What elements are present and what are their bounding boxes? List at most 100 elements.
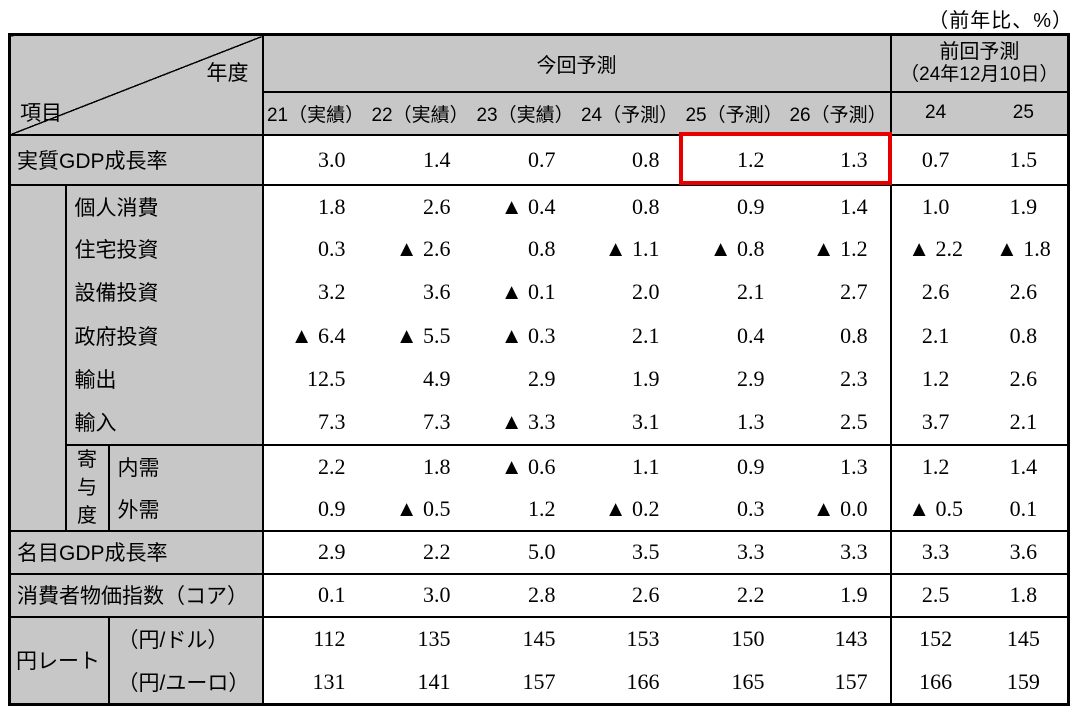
- table-cell: 143: [786, 615, 892, 661]
- row-label-nominal-gdp: 名目GDP成長率: [9, 529, 264, 574]
- table-cell-highlighted: 1.2: [681, 133, 787, 185]
- table-cell: ▲ 0.5: [367, 487, 473, 531]
- row-label-capital-investment: 設備投資: [65, 270, 264, 314]
- table-cell: 157: [472, 660, 578, 705]
- table-cell: 0.8: [979, 313, 1069, 358]
- table-cell: 0.9: [262, 487, 368, 531]
- table-cell: 1.9: [979, 183, 1069, 228]
- table-cell: 2.3: [786, 357, 892, 401]
- table-cell: 159: [979, 660, 1069, 705]
- table-cell: 2.6: [890, 270, 980, 314]
- table-cell: 1.8: [979, 572, 1069, 617]
- col-header-22: 22（実績）: [367, 90, 473, 135]
- col-header-21: 21（実績）: [262, 90, 368, 135]
- table-cell: 141: [367, 660, 473, 705]
- table-cell: 1.4: [979, 443, 1069, 488]
- indent-cell: [9, 183, 67, 531]
- table-cell: 2.8: [472, 572, 578, 617]
- table-cell: 3.3: [681, 529, 787, 574]
- corner-label-item: 項目: [20, 102, 62, 125]
- table-cell: 0.7: [472, 133, 578, 185]
- table-cell: ▲ 3.3: [472, 400, 578, 445]
- table-cell: 0.8: [472, 227, 578, 271]
- col-header-25: 25（予測）: [681, 90, 787, 135]
- table-cell: 1.0: [890, 183, 980, 228]
- table-cell: 1.2: [472, 487, 578, 531]
- table-cell: 135: [367, 615, 473, 661]
- table-cell: 0.8: [786, 313, 892, 358]
- table-cell: 5.0: [472, 529, 578, 574]
- row-label-yen-rate: 円レート: [9, 615, 110, 705]
- header-current-forecast: 今回予測: [262, 34, 892, 92]
- table-cell: 2.6: [979, 357, 1069, 401]
- table-cell: ▲ 0.1: [472, 270, 578, 314]
- table-cell: 166: [890, 660, 980, 705]
- header-previous-forecast-title: 前回予測: [939, 41, 1020, 64]
- header-previous-forecast: 前回予測 （24年12月10日）: [890, 34, 1069, 92]
- row-label-government-investment: 政府投資: [65, 313, 264, 358]
- table-cell: 2.2: [262, 443, 368, 488]
- col-header-24: 24（予測）: [577, 90, 682, 135]
- table-cell: ▲ 1.2: [786, 227, 892, 271]
- table-cell: 2.5: [786, 400, 892, 445]
- table-cell: ▲ 0.4: [472, 183, 578, 228]
- table-cell: 145: [472, 615, 578, 661]
- table-cell: 0.8: [577, 133, 682, 185]
- row-label-exports: 輸出: [65, 357, 264, 401]
- table-cell: 3.3: [786, 529, 892, 574]
- table-cell: 2.7: [786, 270, 892, 314]
- table-cell: 0.1: [262, 572, 368, 617]
- table-cell: 2.1: [577, 313, 682, 358]
- table-cell: 1.9: [577, 357, 682, 401]
- table-cell: 152: [890, 615, 980, 661]
- table-cell: 0.3: [262, 227, 368, 271]
- table-cell: 1.4: [367, 133, 473, 185]
- row-label-yen-euro: （円/ユーロ）: [108, 660, 264, 705]
- table-cell: 157: [786, 660, 892, 705]
- table-cell: ▲ 5.5: [367, 313, 473, 358]
- table-cell: 2.1: [979, 400, 1069, 445]
- table-cell: ▲ 0.6: [472, 443, 578, 488]
- table-cell: ▲ 0.8: [681, 227, 787, 271]
- table-cell: 2.6: [577, 572, 682, 617]
- table-cell: 1.4: [786, 183, 892, 228]
- table-cell: 2.6: [367, 183, 473, 228]
- table-cell: 166: [577, 660, 682, 705]
- row-label-external-demand: 外需: [108, 487, 264, 531]
- table-cell: 0.9: [681, 443, 787, 488]
- table-cell: 2.9: [262, 529, 368, 574]
- table-cell: 2.0: [577, 270, 682, 314]
- row-label-cpi-core: 消費者物価指数（コア）: [9, 572, 264, 617]
- table-cell: 3.0: [262, 133, 368, 185]
- table-cell: 3.6: [979, 529, 1069, 574]
- table-cell: 3.7: [890, 400, 980, 445]
- row-label-domestic-demand: 内需: [108, 443, 264, 488]
- table-cell: 2.1: [681, 270, 787, 314]
- row-label-housing-investment: 住宅投資: [65, 227, 264, 271]
- table-cell: 1.8: [367, 443, 473, 488]
- table-cell: 7.3: [367, 400, 473, 445]
- row-label-imports: 輸入: [65, 400, 264, 445]
- table-cell: 1.9: [786, 572, 892, 617]
- table-cell: 3.2: [262, 270, 368, 314]
- col-header-prev-24: 24: [890, 90, 980, 135]
- table-cell: ▲ 0.2: [577, 487, 682, 531]
- table-cell: 3.6: [367, 270, 473, 314]
- table-cell: 7.3: [262, 400, 368, 445]
- table-cell: 2.1: [890, 313, 980, 358]
- table-cell: 3.5: [577, 529, 682, 574]
- table-cell: 0.1: [979, 487, 1069, 531]
- header-previous-forecast-date: （24年12月10日）: [900, 64, 1059, 86]
- table-cell: 2.9: [681, 357, 787, 401]
- table-cell: 0.9: [681, 183, 787, 228]
- table-cell: 1.3: [786, 443, 892, 488]
- corner-label-year: 年度: [206, 62, 249, 85]
- col-header-23: 23（実績）: [472, 90, 578, 135]
- table-cell: 2.2: [681, 572, 787, 617]
- table-cell: 3.3: [890, 529, 980, 574]
- table-cell: 145: [979, 615, 1069, 661]
- table-cell: ▲ 2.2: [890, 227, 980, 271]
- corner-cell: 年度 項目: [9, 34, 264, 135]
- row-label-contribution: 寄与度: [65, 443, 110, 531]
